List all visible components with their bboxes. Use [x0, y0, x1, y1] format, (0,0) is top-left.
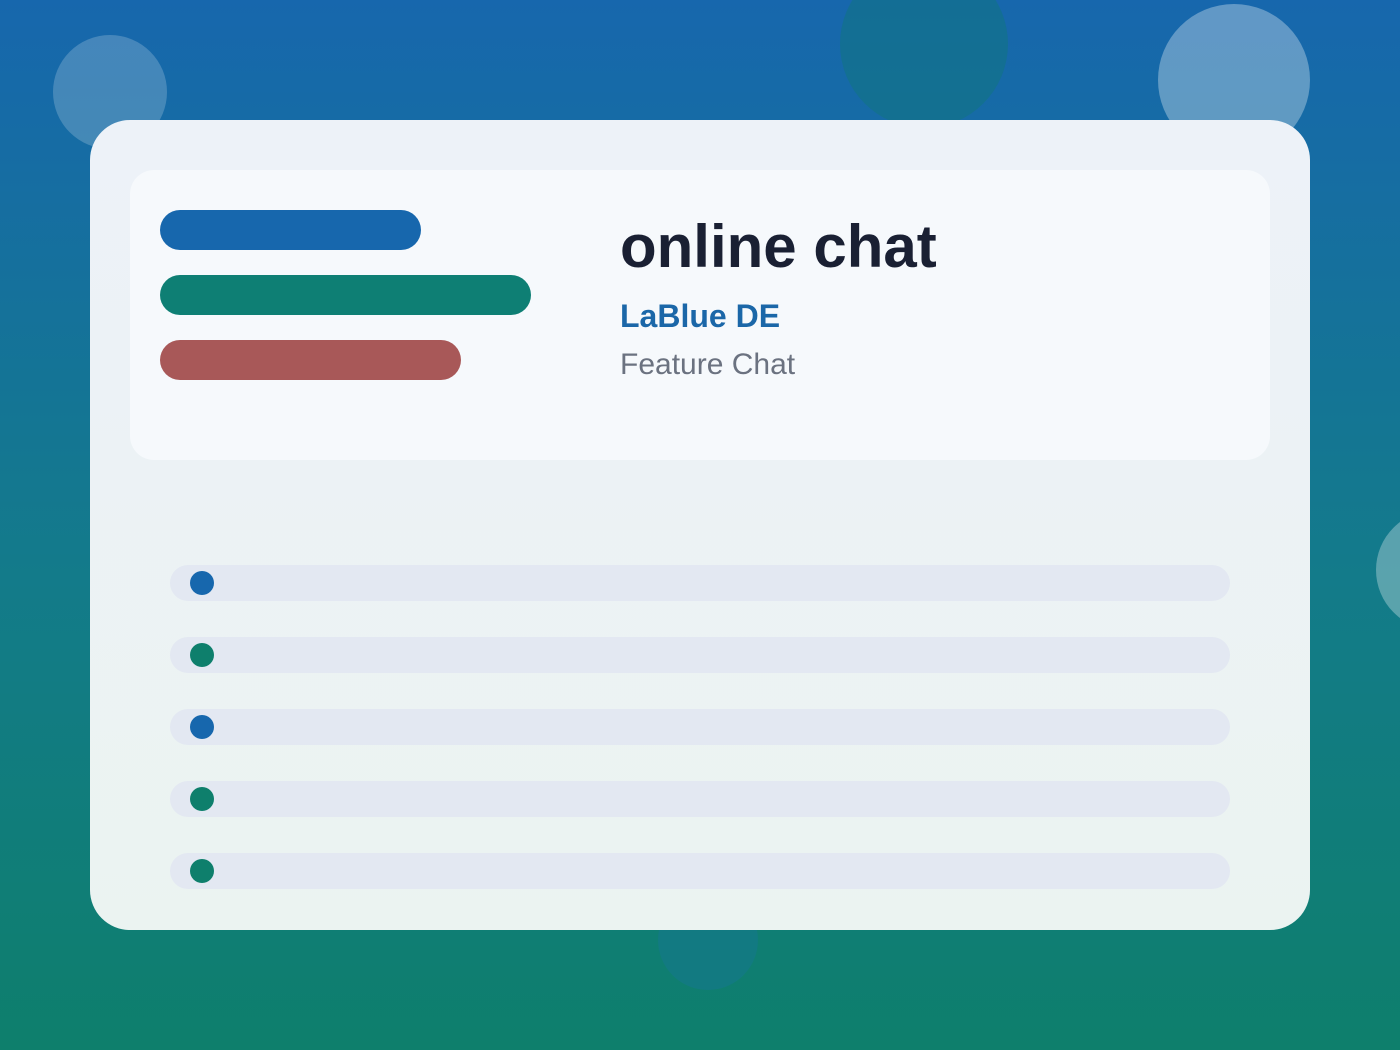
bubble — [1376, 510, 1400, 630]
decor-bar — [160, 210, 421, 250]
bubble — [840, 0, 1008, 128]
dot — [190, 787, 214, 811]
dot — [190, 859, 214, 883]
subtitle: LaBlue DE — [620, 298, 781, 334]
title: online chat — [620, 213, 937, 280]
header-panel: online chat LaBlue DE Feature Chat — [130, 170, 1270, 460]
dot — [190, 643, 214, 667]
list-row — [170, 781, 1230, 817]
list-row — [170, 709, 1230, 745]
decor-bar — [160, 275, 531, 315]
list-row — [170, 565, 1230, 601]
dot — [190, 715, 214, 739]
list-row — [170, 853, 1230, 889]
decor-bar — [160, 340, 461, 380]
tagline: Feature Chat — [620, 348, 796, 381]
list-row — [170, 637, 1230, 673]
dot — [190, 571, 214, 595]
card: online chat LaBlue DE Feature Chat — [90, 120, 1310, 930]
